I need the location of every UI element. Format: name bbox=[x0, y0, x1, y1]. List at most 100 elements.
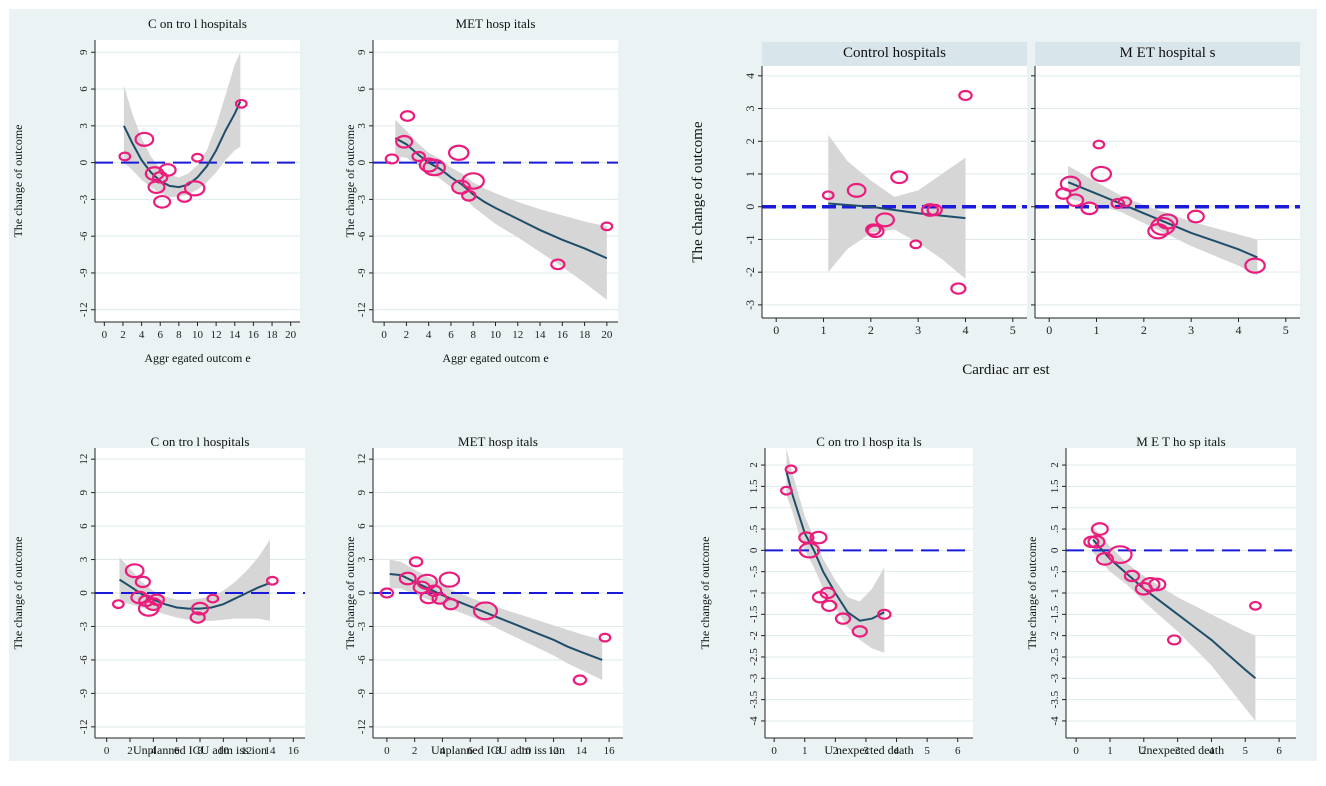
x-tick-label: 1 bbox=[1107, 745, 1113, 757]
shared-x-axis-label: Cardiac arr est bbox=[962, 362, 1050, 378]
x-tick-label: 0 bbox=[381, 329, 387, 341]
panel-title: M ET hospital s bbox=[1120, 45, 1216, 61]
x-tick-label: 4 bbox=[139, 329, 145, 341]
x-tick-label: 20 bbox=[285, 329, 297, 341]
data-point bbox=[1066, 193, 1085, 208]
x-axis-label: Unexpected death bbox=[1138, 743, 1224, 757]
y-tick-label: 0 bbox=[356, 159, 368, 165]
y-tick-label: -12 bbox=[78, 720, 90, 735]
x-tick-label: 2 bbox=[1141, 323, 1147, 337]
y-tick-label: 6 bbox=[356, 86, 368, 92]
data-point bbox=[1090, 165, 1113, 183]
x-tick-label: 3 bbox=[1175, 745, 1181, 757]
panel-4: 0 1 2 3 4 5 M ET hospital s bbox=[1031, 42, 1300, 337]
x-tick-label: 14 bbox=[576, 745, 588, 757]
y-axis-label: The change of outcome bbox=[11, 125, 25, 238]
data-point bbox=[438, 571, 461, 588]
x-axis-label: Aggr egated outcom e bbox=[144, 351, 250, 365]
data-point bbox=[472, 601, 499, 621]
data-point bbox=[550, 258, 566, 271]
data-point bbox=[958, 89, 973, 102]
data-point bbox=[379, 587, 395, 599]
x-tick-label: 10 bbox=[490, 329, 502, 341]
y-tick-label: -3 bbox=[356, 194, 368, 204]
y-axis-label: The change of outcome bbox=[1025, 537, 1039, 650]
y-tick-label: -12 bbox=[356, 302, 368, 317]
data-point bbox=[950, 282, 967, 295]
x-tick-label: 1 bbox=[821, 323, 827, 337]
data-point bbox=[1059, 175, 1082, 192]
x-tick-label: 12 bbox=[211, 329, 222, 341]
panel-7: 21.51.50-.5-1-1.5-2-2.5-3-3.5-40 1 2 3 4 5 6C … bbox=[698, 434, 973, 757]
y-tick-label: 0 bbox=[743, 204, 757, 210]
y-tick-label: 1.5 bbox=[748, 479, 760, 493]
x-tick-label: 6 bbox=[955, 745, 961, 757]
x-tick-label: 14 bbox=[535, 329, 547, 341]
data-point bbox=[153, 194, 172, 209]
data-point bbox=[124, 563, 145, 579]
y-tick-label: 1 bbox=[748, 505, 760, 511]
y-tick-label: .5 bbox=[748, 524, 760, 533]
x-tick-label: 14 bbox=[265, 745, 277, 757]
y-tick-label: -6 bbox=[78, 655, 90, 665]
y-tick-label: -4 bbox=[1049, 716, 1061, 726]
x-tick-label: 12 bbox=[548, 745, 559, 757]
y-tick-label: -.5 bbox=[1049, 565, 1061, 577]
y-tick-label: -2.5 bbox=[748, 648, 760, 666]
data-point bbox=[784, 464, 798, 475]
y-tick-label: -1.5 bbox=[1049, 605, 1061, 623]
x-tick-label: 8 bbox=[495, 745, 501, 757]
y-axis-label: The change of outcome bbox=[690, 121, 706, 263]
x-tick-label: 4 bbox=[426, 329, 432, 341]
data-point bbox=[1117, 196, 1133, 208]
x-axis-label: Unplanned ICU adm iss ion bbox=[431, 743, 565, 757]
x-tick-label: 3 bbox=[1188, 323, 1194, 337]
data-point bbox=[265, 575, 279, 586]
x-tick-label: 2 bbox=[1141, 745, 1147, 757]
fit-line bbox=[785, 471, 885, 622]
panel-title: MET hosp itals bbox=[458, 434, 538, 449]
data-point bbox=[809, 530, 828, 545]
x-tick-label: 10 bbox=[520, 745, 532, 757]
y-tick-label: 0 bbox=[78, 590, 90, 596]
data-point bbox=[1156, 213, 1179, 230]
data-point bbox=[821, 599, 838, 613]
y-tick-label: -2 bbox=[1049, 631, 1061, 640]
x-tick-label: 5 bbox=[1283, 323, 1289, 337]
x-tick-label: 18 bbox=[579, 329, 591, 341]
x-tick-label: 6 bbox=[157, 329, 163, 341]
fit-line bbox=[828, 202, 966, 220]
data-point bbox=[395, 134, 414, 149]
data-point bbox=[798, 542, 821, 559]
x-tick-label: 3 bbox=[915, 323, 921, 337]
x-tick-label: 4 bbox=[962, 323, 968, 337]
data-point bbox=[1166, 634, 1182, 646]
x-tick-label: 0 bbox=[773, 323, 779, 337]
y-tick-label: -9 bbox=[356, 688, 368, 698]
x-tick-label: 18 bbox=[267, 329, 279, 341]
data-point bbox=[865, 223, 882, 236]
x-tick-label: 4 bbox=[1209, 745, 1215, 757]
confidence-band bbox=[123, 52, 241, 197]
y-tick-label: -1.5 bbox=[748, 605, 760, 623]
y-axis-label: The change of outcome bbox=[698, 537, 712, 650]
data-point bbox=[866, 224, 885, 239]
y-tick-label: -1 bbox=[743, 234, 757, 244]
y-tick-label: 6 bbox=[78, 523, 90, 529]
y-tick-label: 3 bbox=[78, 123, 90, 129]
panel-title: C on tro l hospitals bbox=[148, 16, 247, 31]
x-tick-label: 16 bbox=[557, 329, 569, 341]
data-point bbox=[206, 593, 220, 604]
x-tick-label: 12 bbox=[241, 745, 252, 757]
fit-line bbox=[1092, 539, 1257, 680]
confidence-band bbox=[786, 448, 885, 653]
y-tick-label: 6 bbox=[78, 86, 90, 92]
x-tick-label: 2 bbox=[868, 323, 874, 337]
data-point bbox=[875, 212, 895, 228]
fit-line bbox=[1067, 181, 1258, 259]
x-tick-label: 0 bbox=[102, 329, 108, 341]
x-tick-label: 2 bbox=[127, 745, 133, 757]
data-point bbox=[572, 674, 588, 686]
